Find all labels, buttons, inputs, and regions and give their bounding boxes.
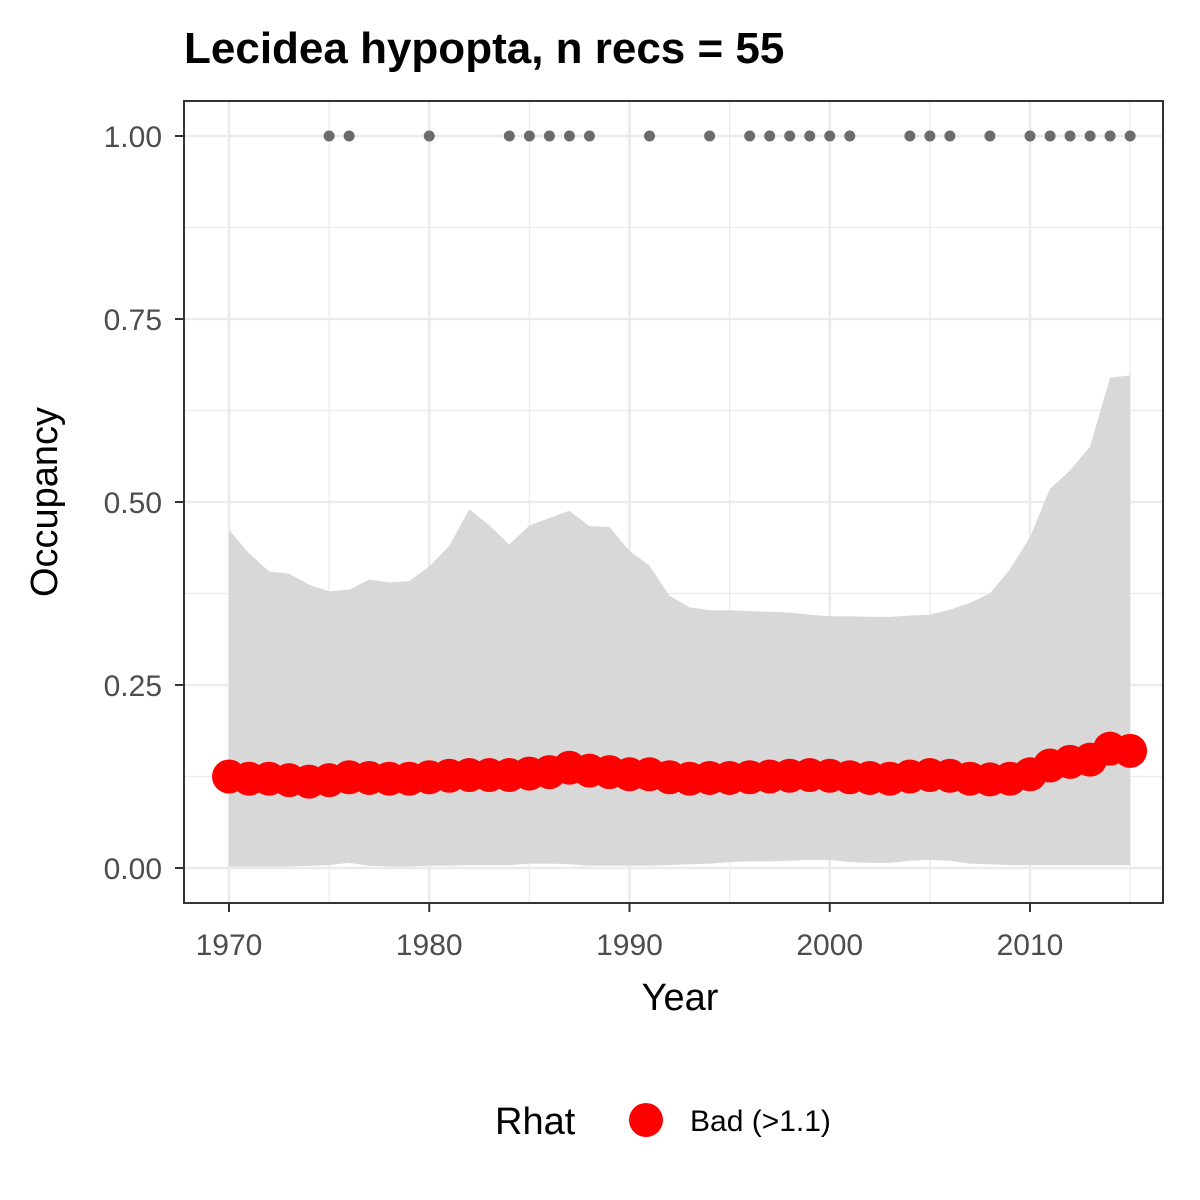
record-point [503,130,515,142]
y-tick-label: 1.00 [104,121,162,154]
record-point [543,130,555,142]
record-point [764,130,776,142]
x-tick-label: 2000 [796,929,863,962]
record-point [744,130,756,142]
record-point [904,130,916,142]
x-tick-label: 2010 [997,929,1064,962]
legend-title: Rhat [495,1101,576,1143]
y-tick-label: 0.00 [104,853,162,886]
legend: Rhat Bad (>1.1) [495,1101,831,1143]
x-axis: 1970 1980 1990 2000 2010 [196,903,1064,962]
record-point [644,130,656,142]
record-point [1064,130,1076,142]
record-point [944,130,956,142]
x-tick-label: 1970 [196,929,263,962]
record-point [1124,130,1136,142]
legend-swatch-bad [629,1103,663,1137]
x-tick-label: 1980 [396,929,463,962]
y-tick-label: 0.25 [104,670,162,703]
record-point [924,130,936,142]
y-axis: 0.00 0.25 0.50 0.75 1.00 [104,121,184,886]
record-point [563,130,575,142]
record-point [984,130,996,142]
record-point [1084,130,1096,142]
chart-title: Lecidea hypopta, n recs = 55 [184,24,784,73]
record-point [824,130,836,142]
record-point [323,130,335,142]
record-point [844,130,856,142]
legend-label-bad: Bad (>1.1) [690,1105,831,1138]
record-point [804,130,816,142]
x-axis-title: Year [642,977,719,1019]
record-point [704,130,716,142]
occupancy-points [212,731,1148,799]
x-tick-label: 1990 [596,929,663,962]
record-point [423,130,435,142]
record-point [1104,130,1116,142]
record-point [1044,130,1056,142]
record-point [1024,130,1036,142]
record-point [343,130,355,142]
y-tick-label: 0.50 [104,487,162,520]
record-points [323,130,1136,142]
confidence-ribbon-layer [229,375,1131,867]
y-axis-title: Occupancy [24,407,66,597]
record-point [583,130,595,142]
y-tick-label: 0.75 [104,304,162,337]
confidence-ribbon [229,375,1131,867]
record-point [784,130,796,142]
record-point [523,130,535,142]
occupancy-point [1113,733,1148,768]
